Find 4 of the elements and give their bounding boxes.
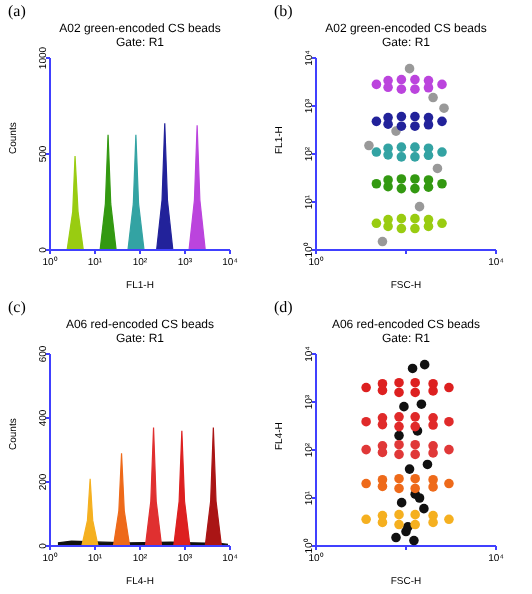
text: (c) (8, 298, 26, 316)
text: (a) (8, 2, 26, 20)
text: (b) (274, 2, 293, 20)
text: (d) (274, 298, 293, 316)
